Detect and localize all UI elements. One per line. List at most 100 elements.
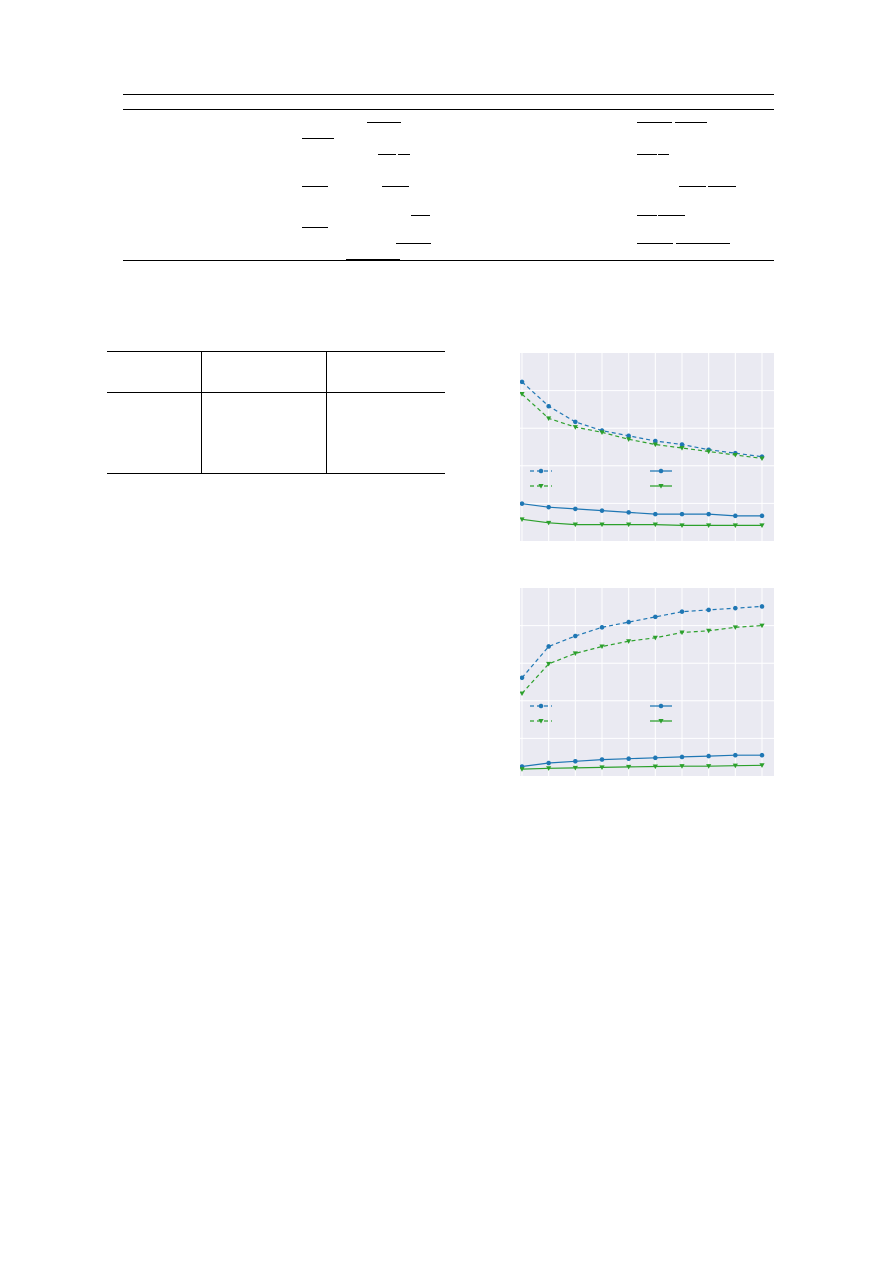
- data-point: [732, 452, 738, 458]
- data-point: [706, 764, 712, 769]
- data-point: [520, 517, 525, 522]
- underline-mark: [411, 215, 430, 216]
- data-point: [706, 523, 712, 529]
- small-table-column-divider: [201, 351, 202, 473]
- data-point: [573, 419, 578, 425]
- data-point: [759, 523, 765, 529]
- underline-mark: [658, 215, 685, 216]
- data-point: [653, 438, 658, 444]
- series-line-1: [521, 393, 763, 459]
- data-point: [546, 416, 552, 422]
- small-table-bottom-rule: [107, 473, 445, 474]
- legend: [530, 703, 672, 724]
- data-point: [573, 633, 578, 639]
- data-point: [732, 523, 738, 529]
- series-line-1: [521, 625, 763, 694]
- legend: [530, 468, 672, 489]
- line-chart-bottom: [520, 588, 774, 776]
- data-point: [520, 392, 525, 397]
- series-line-0: [521, 605, 763, 679]
- legend-marker: [658, 468, 664, 474]
- data-point: [759, 456, 765, 462]
- data-point: [546, 661, 552, 667]
- data-point: [706, 607, 711, 613]
- underline-mark: [398, 154, 410, 155]
- data-point: [706, 511, 711, 517]
- data-point: [599, 765, 605, 770]
- data-point: [626, 510, 631, 515]
- data-point: [759, 513, 765, 519]
- data-point: [653, 755, 658, 761]
- line-chart-top: [520, 353, 774, 541]
- line-chart-bottom-svg: [520, 588, 774, 776]
- table-bottom-rule: [123, 260, 774, 261]
- data-point: [520, 675, 525, 681]
- data-point: [599, 644, 605, 650]
- legend-marker: [538, 468, 544, 474]
- data-point: [599, 508, 605, 513]
- underline-mark: [346, 259, 400, 260]
- data-point: [546, 403, 551, 409]
- data-point: [599, 430, 605, 435]
- small-table-top-rule: [107, 351, 445, 352]
- data-point: [520, 379, 525, 385]
- series-line-3: [521, 518, 762, 526]
- data-point: [679, 511, 685, 517]
- underline-mark: [367, 122, 401, 123]
- underline-mark: [676, 243, 730, 244]
- small-table-header-rule: [107, 392, 445, 393]
- data-point: [679, 609, 685, 614]
- data-point: [573, 506, 578, 512]
- underline-mark: [637, 215, 657, 216]
- underline-mark: [396, 243, 431, 244]
- underline-mark: [637, 122, 672, 123]
- data-point: [546, 644, 551, 649]
- data-point: [679, 446, 685, 451]
- underline-mark: [708, 186, 736, 187]
- data-point: [626, 764, 632, 770]
- data-point: [759, 763, 765, 768]
- underline-mark: [382, 186, 409, 187]
- data-point: [573, 759, 578, 764]
- data-point: [572, 651, 578, 657]
- legend-marker: [658, 484, 664, 489]
- small-table-column-divider: [326, 351, 327, 473]
- data-point: [706, 449, 712, 455]
- data-point: [706, 753, 711, 759]
- data-point: [599, 522, 605, 528]
- data-point: [652, 635, 658, 641]
- line-chart-top-svg: [520, 353, 774, 541]
- data-point: [572, 765, 578, 771]
- underline-mark: [302, 186, 328, 187]
- underline-mark: [675, 122, 707, 123]
- series-line-2: [521, 503, 762, 517]
- table-header-rule: [123, 109, 774, 110]
- data-point: [599, 625, 605, 630]
- series-line-2: [521, 754, 762, 768]
- data-point: [572, 425, 578, 430]
- data-point: [520, 501, 525, 506]
- data-point: [759, 604, 765, 609]
- data-point: [546, 766, 552, 771]
- data-point: [732, 625, 738, 630]
- data-point: [652, 764, 658, 770]
- data-point: [520, 691, 525, 697]
- data-point: [546, 760, 551, 766]
- data-point: [520, 767, 525, 772]
- data-point: [653, 511, 658, 517]
- data-point: [759, 623, 765, 629]
- data-point: [759, 752, 765, 758]
- data-point: [652, 522, 658, 528]
- series-line-0: [521, 381, 763, 458]
- legend-marker: [538, 703, 544, 709]
- data-point: [626, 639, 632, 644]
- data-point: [626, 522, 632, 528]
- underline-mark: [378, 154, 396, 155]
- data-point: [546, 520, 552, 526]
- data-point: [652, 442, 658, 448]
- data-point: [679, 754, 685, 760]
- legend-marker: [658, 703, 664, 709]
- table-top-rule: [123, 94, 774, 95]
- underline-mark: [637, 243, 673, 244]
- data-point: [626, 433, 631, 439]
